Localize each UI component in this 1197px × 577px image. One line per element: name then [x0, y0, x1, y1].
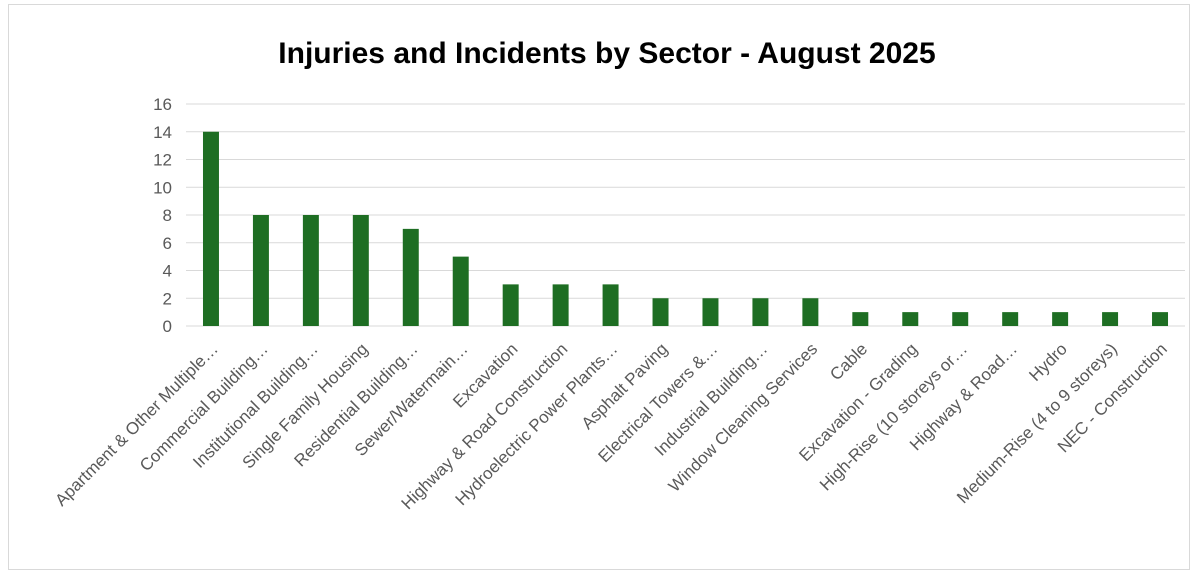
- bar: [952, 312, 969, 326]
- bar: [902, 312, 919, 326]
- bar: [302, 215, 319, 326]
- bar: [602, 284, 619, 326]
- bar: [1152, 312, 1169, 326]
- bars: [202, 131, 1169, 326]
- bar: [1102, 312, 1119, 326]
- y-axis-ticks: 0 2 4 6 8 10 12 14 16: [153, 95, 172, 336]
- bar: [652, 298, 669, 326]
- bar: [402, 228, 419, 326]
- x-tick-label: Hydro: [1025, 339, 1071, 385]
- chart-title: Injuries and Incidents by Sector - Augus…: [278, 37, 935, 70]
- y-tick-label: 6: [163, 234, 172, 253]
- x-tick-label: Cable: [826, 339, 871, 384]
- gridlines: [186, 103, 1185, 327]
- bar: [252, 215, 269, 326]
- x-axis-ticks: Apartment & Other Multiple…Commercial Bu…: [51, 339, 1170, 513]
- y-tick-label: 16: [153, 95, 172, 114]
- bar: [702, 298, 719, 326]
- x-tick-label: Asphalt Paving: [578, 339, 672, 433]
- bar-chart: Injuries and Incidents by Sector - Augus…: [51, 37, 1185, 513]
- y-tick-label: 12: [153, 151, 172, 170]
- y-tick-label: 8: [163, 206, 172, 225]
- bar: [752, 298, 769, 326]
- bar: [852, 312, 869, 326]
- bar: [352, 215, 369, 326]
- bar: [502, 284, 519, 326]
- bar: [802, 298, 819, 326]
- bar: [1052, 312, 1069, 326]
- y-tick-label: 0: [163, 317, 172, 336]
- bar: [452, 256, 469, 326]
- bar: [552, 284, 569, 326]
- y-tick-label: 10: [153, 178, 172, 197]
- chart-frame: Injuries and Incidents by Sector - Augus…: [8, 4, 1190, 570]
- bar: [202, 131, 219, 326]
- y-tick-label: 2: [163, 289, 172, 308]
- bar: [1002, 312, 1019, 326]
- y-tick-label: 4: [163, 262, 172, 281]
- y-tick-label: 14: [153, 123, 172, 142]
